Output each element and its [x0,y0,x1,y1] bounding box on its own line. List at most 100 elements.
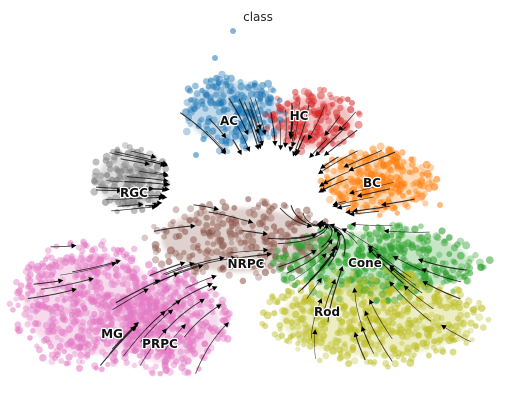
cell-point [392,153,401,162]
cell-point [337,104,344,112]
cell-point [434,289,441,296]
cell-point [116,168,124,176]
cell-point [273,228,279,235]
cell-point [415,296,422,303]
cell-point [327,248,333,254]
cell-point [375,223,381,230]
cell-point [401,245,408,252]
cell-point [196,118,203,125]
cell-point [35,273,44,281]
cell-point [220,107,227,114]
cell-point [338,318,346,326]
cell-point [330,133,337,140]
cell-point [300,341,307,348]
cell-point [347,105,355,114]
cell-point [404,344,412,353]
cell-point [292,88,299,96]
cell-point [164,252,172,260]
cell-point [263,311,272,320]
cell-point [275,265,283,274]
cell-point [255,204,262,210]
cell-point [193,269,200,276]
cell-point [300,307,307,314]
cell-point [167,351,176,360]
cell-point [414,346,420,353]
cell-point [395,353,401,360]
cell-point [341,302,349,310]
cell-point [120,162,128,171]
cell-point [202,91,211,100]
cell-point [402,201,409,208]
cell-point [415,332,422,338]
cell-point [196,209,205,217]
cell-point [369,145,377,154]
cell-point [159,300,167,308]
cell-point [129,309,136,317]
cell-point [467,327,474,334]
cell-point [340,138,347,145]
cell-point [323,173,330,180]
cell-point [450,258,457,265]
cell-point [204,118,211,126]
cell-point [288,281,295,287]
cell-point [110,246,117,252]
cell-point [353,169,361,177]
cell-point [417,182,423,189]
cell-point [329,101,336,108]
cell-point [73,301,80,307]
cell-point [349,306,358,315]
cell-point [118,190,125,197]
cell-point [98,366,105,373]
cell-point [293,318,301,326]
cell-point [250,206,257,213]
cell-point [255,273,263,281]
cell-point [92,158,100,166]
cell-point [432,232,441,241]
cell-point [420,324,427,331]
cell-point [289,302,297,310]
cell-point [428,179,436,186]
cell-point [122,341,129,349]
cell-point [292,104,301,113]
cell-point [80,328,89,336]
cell-point [220,264,226,271]
cell-point [155,247,162,253]
cell-point [242,233,249,240]
cell-point [430,183,438,192]
cell-point [368,251,376,259]
cell-point [261,254,269,261]
cell-point [334,288,342,296]
cell-point [396,279,405,287]
cell-point [74,283,80,290]
cell-point [182,127,191,136]
cell-point [287,223,295,231]
cell-point [424,232,432,240]
cell-point [106,313,114,321]
cell-point [162,165,170,173]
cell-point [58,357,65,365]
cell-point [124,339,133,348]
cell-point [401,250,408,257]
cell-point [79,273,86,280]
cell-point [359,292,366,299]
cell-point [275,255,283,263]
cell-point [48,268,57,277]
cell-point [218,242,226,250]
cell-point [108,320,115,328]
cell-point [330,140,336,147]
cell-point [275,122,284,131]
cell-point [228,88,235,95]
cell-point [133,344,142,352]
cell-point [205,228,213,236]
cell-point [476,263,485,271]
cell-point [416,180,422,186]
cell-point [380,178,388,186]
cell-point [349,100,355,106]
cell-point [190,341,197,349]
cell-point [410,320,416,326]
cell-point [440,238,449,247]
cell-point [348,317,356,324]
cell-point [353,265,361,273]
cell-point [457,311,465,319]
cell-point [14,326,21,332]
